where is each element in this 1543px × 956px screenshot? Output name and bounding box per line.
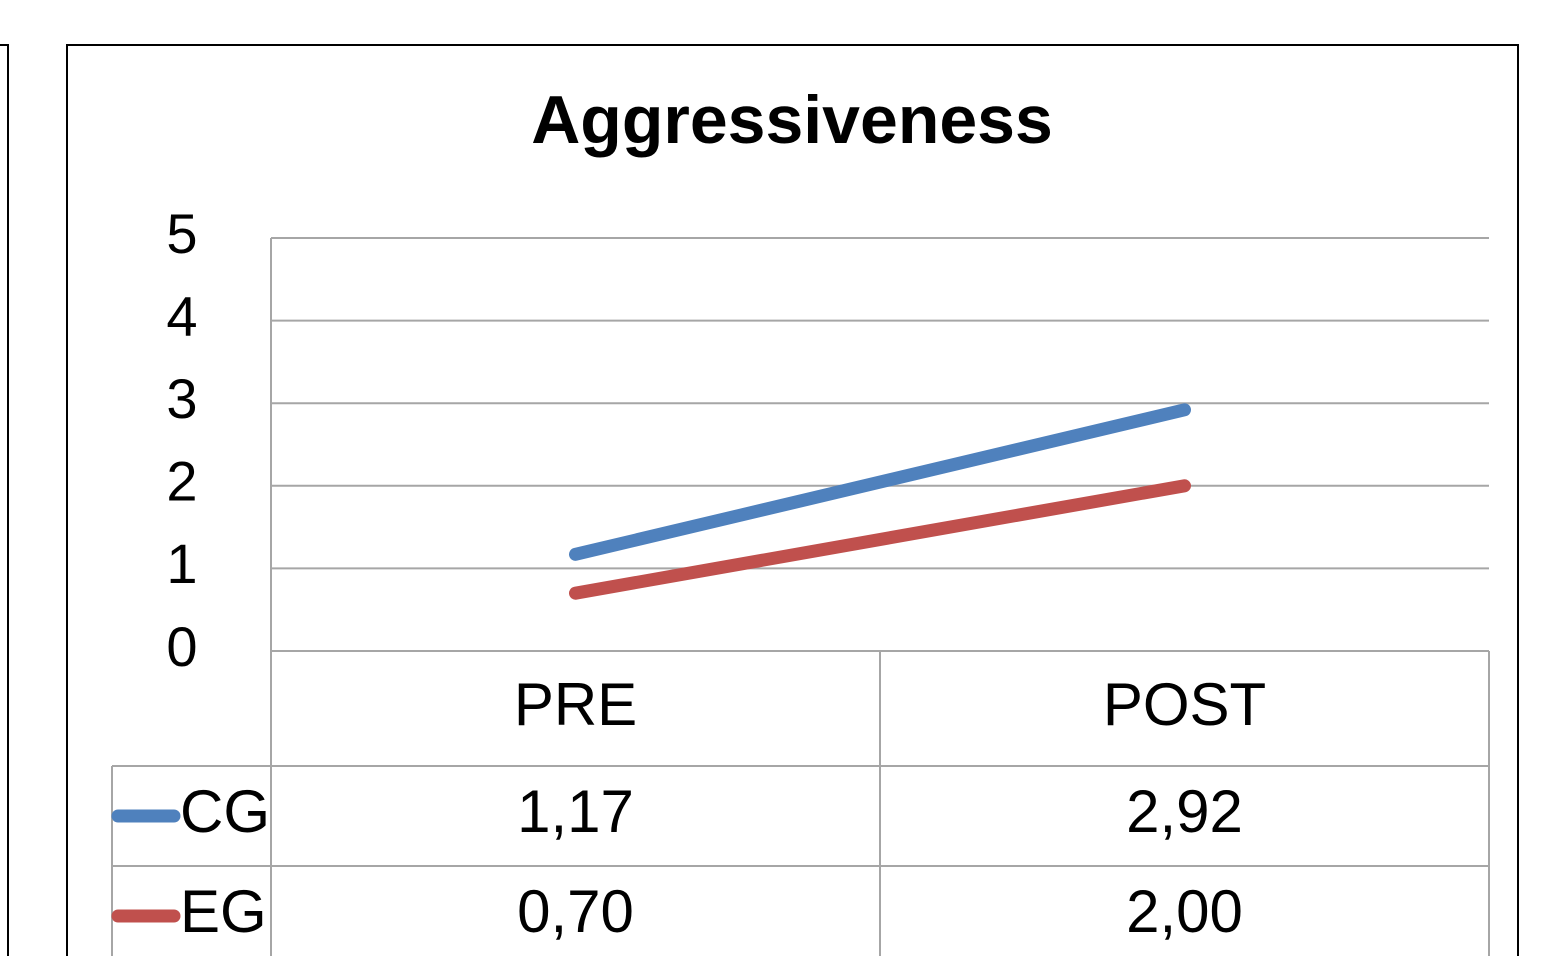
value-label: 2,92 (1126, 778, 1243, 845)
neighbor-frame (0, 44, 9, 956)
value-label: 2,00 (1126, 878, 1243, 945)
chart-title: Aggressiveness (531, 82, 1053, 158)
value-label: 1,17 (517, 778, 634, 845)
line-series (569, 403, 1191, 561)
y-tick-label: 4 (166, 284, 197, 347)
x-tick-label: PRE (514, 671, 637, 738)
y-tick-label: 0 (166, 615, 197, 678)
x-tick-label: POST (1103, 671, 1266, 738)
legend-label: CG (180, 778, 270, 845)
y-tick-label: 2 (166, 450, 197, 513)
y-tick-label: 5 (166, 202, 197, 265)
y-tick-label: 1 (166, 532, 197, 595)
y-tick-label: 3 (166, 367, 197, 430)
line-series (569, 479, 1191, 600)
value-label: 0,70 (517, 878, 634, 945)
legend-label: EG (180, 878, 267, 945)
